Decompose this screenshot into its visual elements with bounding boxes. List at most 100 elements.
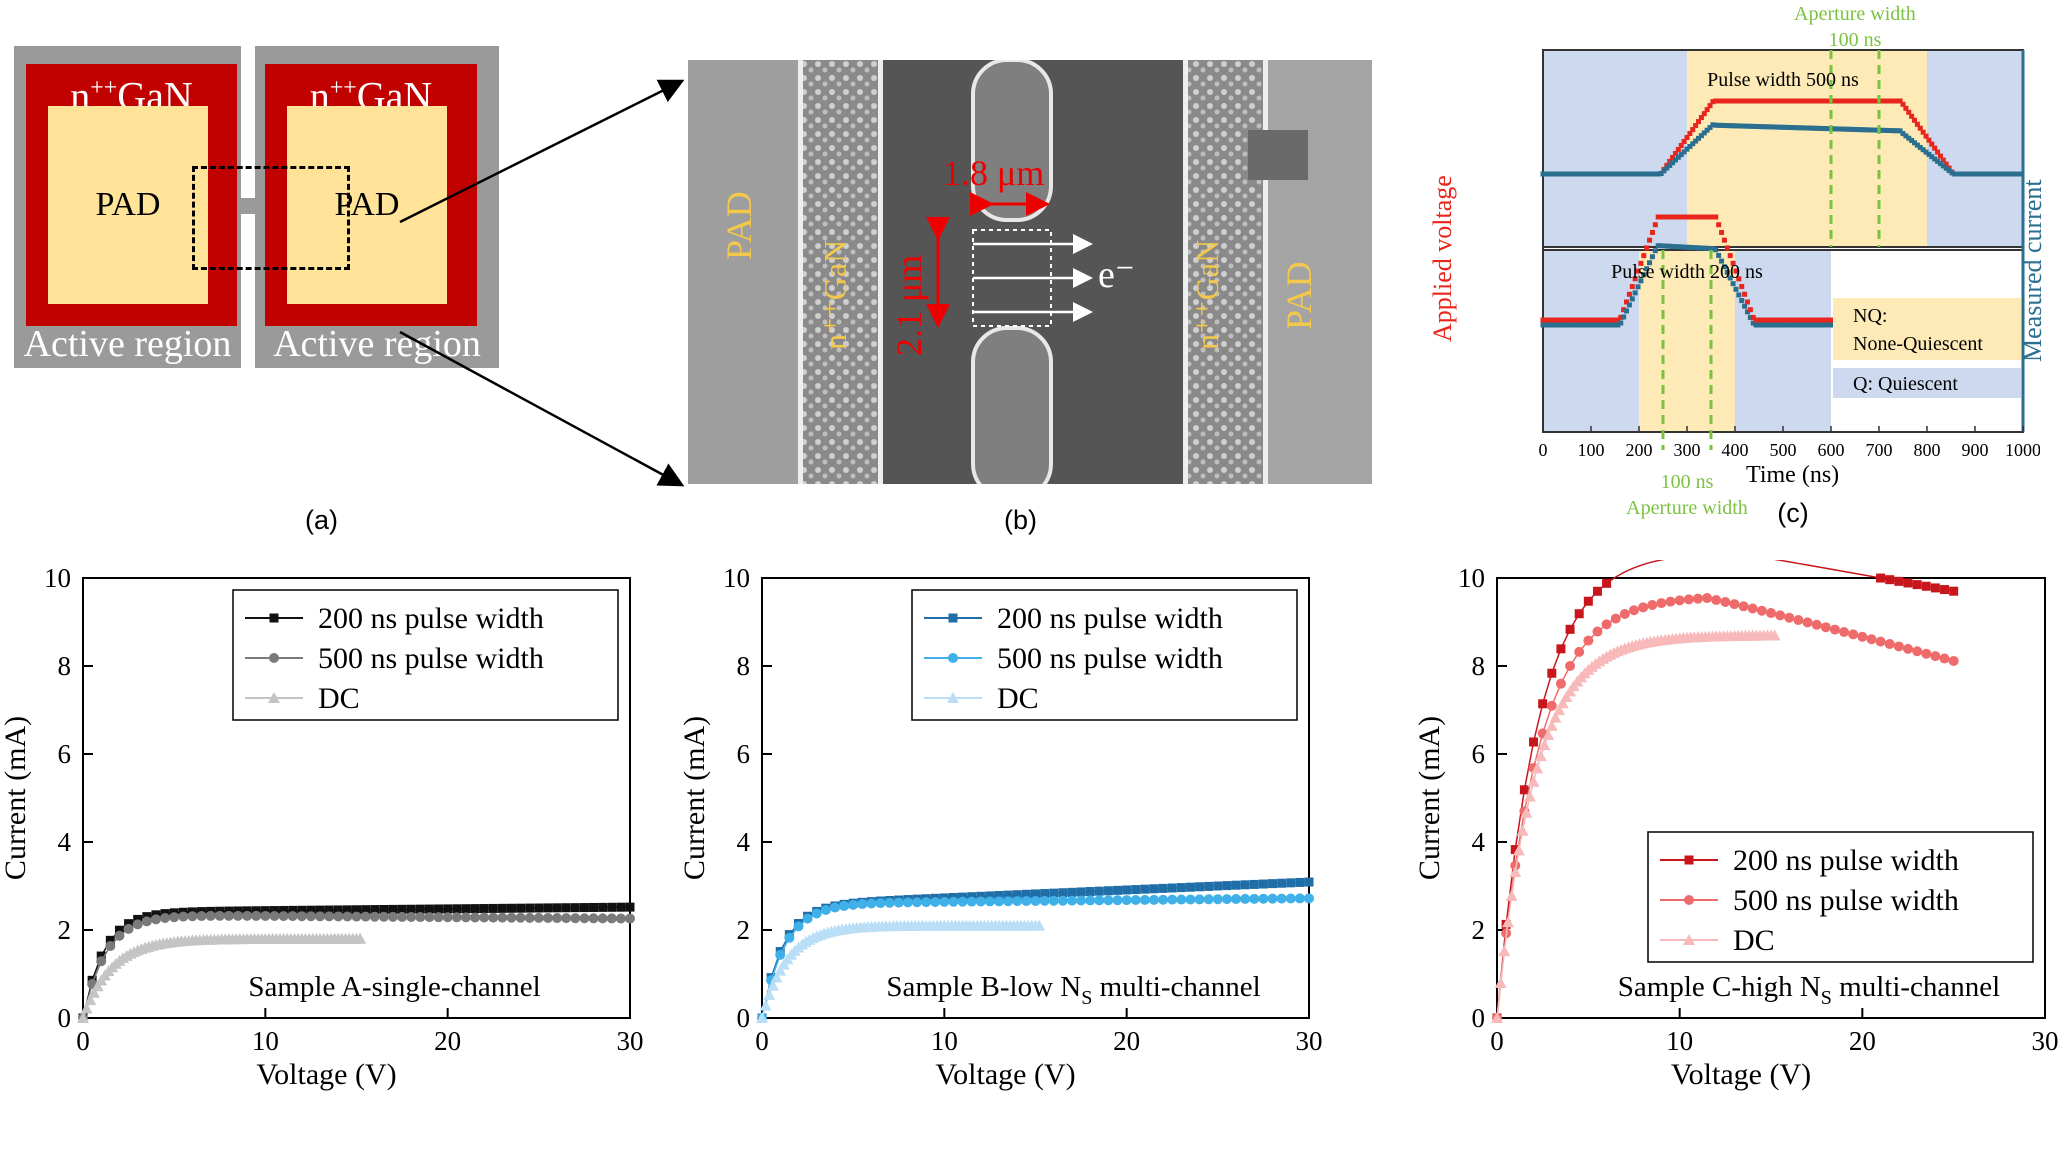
top-current-point — [1793, 125, 1799, 131]
data-point-square — [297, 905, 307, 915]
top-current-point — [1649, 171, 1655, 177]
plot-frame — [1496, 577, 2046, 1019]
c-xtick-label: 1000 — [2005, 440, 2040, 460]
top-voltage-point — [1894, 98, 1900, 104]
data-point-triangle — [1512, 844, 1525, 856]
data-point-circle — [811, 908, 822, 919]
data-point-square — [1565, 624, 1575, 634]
panel-c-ylabel-right: Measured current — [2018, 179, 2047, 362]
pad-left: PAD — [48, 106, 208, 304]
top-current-point — [2012, 171, 2018, 177]
data-point-circle — [1811, 619, 1822, 630]
data-point-square — [1912, 580, 1922, 590]
x-axis-label: Voltage (V) — [935, 1058, 1075, 1091]
bottom-current-point — [1698, 245, 1704, 251]
top-current-point — [1667, 162, 1673, 168]
bottom-current-point — [1557, 322, 1563, 328]
data-point-circle — [1203, 894, 1214, 905]
top-current-point — [1897, 128, 1903, 134]
bottom-current-point — [1687, 244, 1693, 250]
data-point-circle — [857, 899, 868, 910]
data-point-circle — [820, 904, 831, 915]
bottom-current-point — [1661, 243, 1667, 249]
data-point-square — [424, 904, 434, 914]
data-point-square — [1894, 576, 1904, 586]
bottom-voltage-point — [1785, 317, 1791, 323]
bottom-voltage-point — [1811, 317, 1817, 323]
data-point-circle — [232, 910, 243, 921]
top-current-point — [1739, 123, 1745, 129]
data-point-circle — [1784, 612, 1795, 623]
bottom-voltage-point — [1566, 317, 1572, 323]
annotation-main: Sample A-single-channel — [248, 971, 540, 1003]
bottom-current-point — [1811, 322, 1817, 328]
top-current-point — [1624, 171, 1630, 177]
top-current-point — [1557, 171, 1563, 177]
top-current-point — [1716, 122, 1722, 128]
bottom-current-point — [1600, 322, 1606, 328]
legend-marker — [1684, 855, 1694, 865]
top-current-point — [1549, 171, 1555, 177]
data-point-circle — [269, 911, 280, 922]
top-current-point — [1871, 127, 1877, 133]
top-current-point — [1923, 149, 1929, 155]
top-voltage-point — [1940, 157, 1946, 163]
top-voltage-point — [1912, 117, 1918, 123]
bottom-voltage-point — [1762, 317, 1768, 323]
data-point-square — [1076, 887, 1086, 897]
data-point-circle — [994, 896, 1005, 907]
bottom-voltage-point — [1540, 317, 1546, 323]
panel-c-ylabel-left: Applied voltage — [1428, 175, 1457, 342]
data-point-circle — [524, 912, 535, 923]
bottom-voltage-point — [1759, 317, 1765, 323]
bottom-voltage-point — [1552, 317, 1558, 323]
top-voltage-point — [1811, 98, 1817, 104]
bottom-voltage-point — [1577, 317, 1583, 323]
sample-annotation: Sample C-high NS multi-channel — [1618, 971, 2000, 1009]
data-point-circle — [1820, 622, 1831, 633]
data-point-circle — [1258, 893, 1269, 904]
bottom-current-point — [1543, 322, 1549, 328]
data-point-square — [1231, 880, 1241, 890]
data-point-square — [342, 905, 352, 915]
bottom-voltage-point — [1724, 245, 1730, 251]
data-point-circle — [1285, 893, 1296, 904]
data-point-circle — [105, 940, 116, 951]
top-current-point — [1952, 171, 1958, 177]
data-point-circle — [287, 911, 298, 922]
data-point-square — [570, 903, 580, 913]
data-point-square — [1876, 573, 1886, 583]
data-point-square — [543, 903, 553, 913]
aperture-bottom-label: Aperture width — [1626, 497, 1748, 519]
bottom-current-point — [1583, 322, 1589, 328]
top-voltage-point — [1874, 98, 1880, 104]
top-current-point — [1874, 127, 1880, 133]
bottom-current-point — [1825, 322, 1831, 328]
bottom-voltage-point — [1655, 214, 1661, 220]
top-voltage-point — [1747, 98, 1753, 104]
top-current-point — [1958, 171, 1964, 177]
legend-nq-line1: NQ: — [1853, 305, 1887, 327]
top-voltage-point — [1733, 98, 1739, 104]
data-point-square — [1167, 883, 1177, 893]
top-voltage-point — [1753, 98, 1759, 104]
bottom-current-point — [1626, 302, 1632, 308]
bottom-voltage-point — [1600, 317, 1606, 323]
top-current-point — [1540, 171, 1546, 177]
bottom-voltage-point — [1580, 317, 1586, 323]
data-point-square — [1295, 877, 1305, 887]
x-tick-label: 0 — [755, 1026, 769, 1056]
c-xtick-label: 300 — [1674, 440, 1701, 460]
top-current-point — [1851, 126, 1857, 132]
legend-q-label: Q: Quiescent — [1853, 373, 1958, 395]
bottom-voltage-point — [1612, 317, 1618, 323]
top-current-point — [1753, 123, 1759, 129]
data-point-square — [1583, 596, 1593, 606]
data-point-circle — [1619, 608, 1630, 619]
bottom-current-point — [1632, 290, 1638, 296]
top-current-point — [1975, 171, 1981, 177]
top-current-point — [1744, 123, 1750, 129]
top-voltage-point — [1770, 98, 1776, 104]
data-point-circle — [1592, 626, 1603, 637]
data-point-circle — [1510, 860, 1521, 871]
